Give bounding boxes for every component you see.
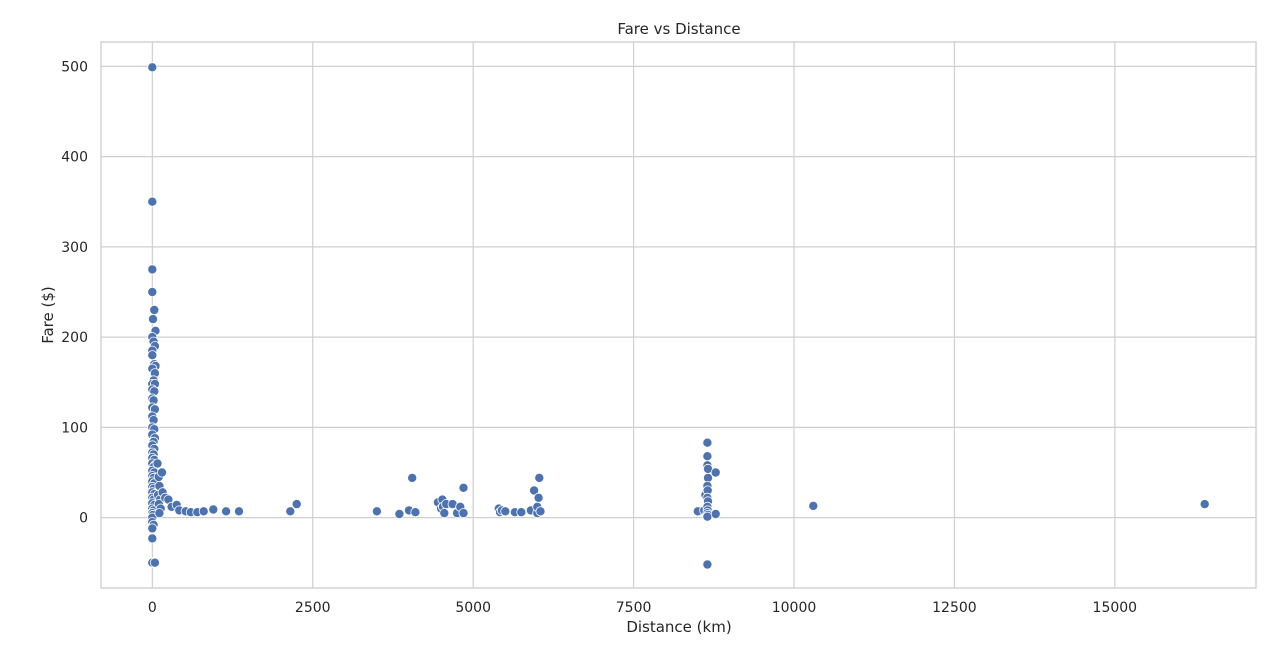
y-tick-label: 300: [61, 240, 88, 256]
data-point: [208, 504, 219, 515]
data-point: [529, 485, 540, 496]
data-point: [407, 472, 418, 483]
data-point: [458, 482, 469, 493]
data-point: [439, 508, 450, 519]
grid: [101, 42, 1256, 588]
data-point: [221, 506, 232, 517]
data-point: [702, 559, 713, 570]
data-point: [147, 264, 158, 275]
data-point: [147, 314, 158, 325]
data-point: [710, 467, 721, 478]
data-point: [147, 196, 158, 207]
data-point: [198, 506, 209, 517]
data-point: [154, 508, 165, 519]
x-tick-label: 2500: [295, 600, 331, 616]
data-point: [702, 451, 713, 462]
data-point: [702, 437, 713, 448]
y-axis-label: Fare ($): [39, 286, 57, 344]
data-point: [500, 506, 511, 517]
y-tick-label: 500: [61, 59, 88, 75]
x-tick-label: 7500: [616, 600, 652, 616]
data-point: [149, 557, 160, 568]
data-point: [394, 508, 405, 519]
data-point: [1199, 499, 1210, 510]
y-tick-label: 100: [61, 420, 88, 436]
data-point: [147, 523, 158, 534]
data-point: [371, 506, 382, 517]
data-point: [710, 508, 721, 519]
data-point: [516, 507, 527, 518]
data-point: [147, 62, 158, 73]
data-point: [535, 506, 546, 517]
data-point: [533, 492, 544, 503]
y-tick-label: 400: [61, 150, 88, 166]
x-tick-label: 5000: [455, 600, 491, 616]
plot-frame: [100, 41, 1257, 589]
data-point: [233, 506, 244, 517]
data-points: [147, 62, 1210, 570]
tick-labels: 0 2500 5000 7500 10000 12500 15000 0 100 200 300 40…: [61, 59, 1137, 616]
data-point: [458, 508, 469, 519]
data-point: [152, 458, 163, 469]
data-point: [291, 499, 302, 510]
data-point: [147, 350, 158, 361]
data-point: [285, 506, 296, 517]
data-point: [410, 507, 421, 518]
data-point: [147, 533, 158, 544]
data-point: [156, 467, 167, 478]
chart-title: Fare vs Distance: [617, 20, 740, 38]
x-tick-label: 10000: [772, 600, 817, 616]
data-point: [808, 500, 819, 511]
y-tick-label: 200: [61, 330, 88, 346]
data-point: [147, 286, 158, 297]
data-point: [534, 472, 545, 483]
x-axis-label: Distance (km): [626, 618, 731, 636]
x-tick-label: 0: [148, 600, 157, 616]
data-point: [149, 304, 160, 315]
x-tick-label: 12500: [932, 600, 977, 616]
data-point: [702, 511, 713, 522]
x-tick-label: 15000: [1093, 600, 1138, 616]
y-tick-label: 0: [79, 511, 88, 527]
